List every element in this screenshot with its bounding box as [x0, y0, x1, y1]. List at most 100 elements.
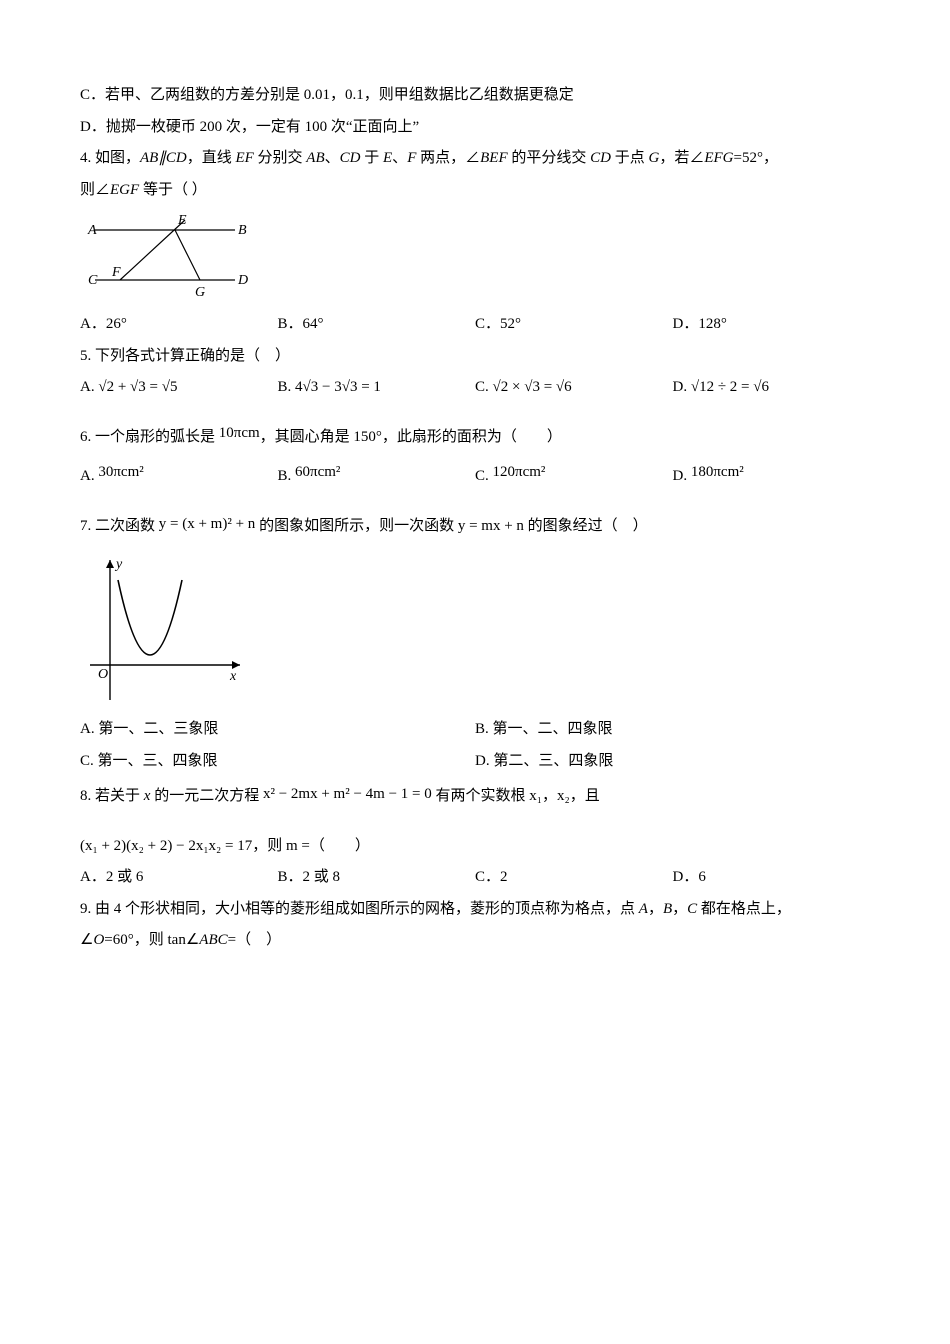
q4-opt-d: D．128°: [673, 309, 871, 341]
expr: y = (x + m)² + n: [159, 516, 256, 532]
text: ，: [672, 901, 687, 917]
text: AB∥CD: [140, 150, 187, 166]
text: BEF: [480, 150, 508, 166]
label: D.: [673, 468, 691, 484]
q7-opt-d: D. 第二、三、四象限: [475, 746, 870, 778]
q5-opt-b: B. 4√3 − 3√3 = 1: [278, 372, 476, 404]
text: 有两个实数根: [432, 788, 530, 804]
expr: y = mx + n: [458, 518, 524, 534]
text: =（ ）: [228, 932, 281, 948]
svg-text:E: E: [177, 213, 187, 228]
q6-options: A. 30πcm² B. 60πcm² C. 120πcm² D. 180πcm…: [80, 461, 870, 493]
expr: √2 + √3 = √5: [98, 379, 177, 395]
q8-stem-2: (x₁ + 2)(x₂ + 2) − 2x₁x₂ = 17，则 m =（ ）: [80, 831, 870, 863]
text: B: [663, 901, 672, 917]
q5-opt-a: A. √2 + √3 = √5: [80, 372, 278, 404]
text: ，则 m =（ ）: [252, 838, 370, 854]
expr: 120πcm²: [493, 464, 546, 480]
q5-opt-d: D. √12 ÷ 2 = √6: [673, 372, 871, 404]
expr: 4√3 − 3√3 = 1: [295, 379, 381, 395]
text: ，其圆心角是 150°，此扇形的面积为（ ）: [260, 429, 562, 445]
q7-figure: O x y: [80, 550, 250, 710]
text: 的平分线交: [508, 150, 591, 166]
q6-stem: 6. 一个扇形的弧长是 10πcm，其圆心角是 150°，此扇形的面积为（ ）: [80, 422, 870, 454]
q8-options: A．2 或 6 B．2 或 8 C．2 D．6: [80, 862, 870, 894]
label: C.: [475, 379, 493, 395]
q3-option-c: C．若甲、乙两组数的方差分别是 0.01，0.1，则甲组数据比乙组数据更稳定: [80, 80, 870, 112]
text: 于点: [611, 150, 649, 166]
text: O: [93, 932, 104, 948]
text: CD: [340, 150, 361, 166]
svg-text:A: A: [87, 223, 97, 238]
label: A.: [80, 379, 98, 395]
text: EF: [235, 150, 253, 166]
q4-figure: A B C D E F G: [80, 210, 250, 305]
expr: (x₁ + 2)(x₂ + 2) − 2x₁x₂ = 17: [80, 838, 252, 854]
text: 4. 如图，: [80, 150, 140, 166]
q4-stem: 4. 如图，AB∥CD，直线 EF 分别交 AB、CD 于 E、F 两点，∠BE…: [80, 143, 870, 175]
text: ，: [648, 901, 663, 917]
svg-text:C: C: [88, 273, 98, 288]
svg-text:y: y: [114, 557, 123, 572]
text: CD: [590, 150, 611, 166]
label: D.: [673, 379, 691, 395]
q6-opt-d: D. 180πcm²: [673, 461, 871, 493]
text: ，且: [570, 788, 600, 804]
q4-options: A．26° B．64° C．52° D．128°: [80, 309, 870, 341]
svg-text:x: x: [229, 669, 237, 684]
q6-opt-b: B. 60πcm²: [278, 461, 476, 493]
text: 于: [360, 150, 383, 166]
expr: 60πcm²: [295, 464, 340, 480]
q7-opt-a: A. 第一、二、三象限: [80, 714, 475, 746]
q7-options: A. 第一、二、三象限 B. 第一、二、四象限 C. 第一、三、四象限 D. 第…: [80, 714, 870, 777]
text: C: [687, 901, 697, 917]
expr: √2 × √3 = √6: [493, 379, 572, 395]
text: 两点，∠: [416, 150, 480, 166]
text: 、: [325, 150, 340, 166]
label: B.: [278, 468, 296, 484]
q6-opt-a: A. 30πcm²: [80, 461, 278, 493]
q7-opt-b: B. 第一、二、四象限: [475, 714, 870, 746]
text: 6. 一个扇形的弧长是: [80, 429, 219, 445]
text: EGF: [110, 182, 139, 198]
q9-stem: 9. 由 4 个形状相同，大小相等的菱形组成如图所示的网格，菱形的顶点称为格点，…: [80, 894, 870, 926]
text: 9. 由 4 个形状相同，大小相等的菱形组成如图所示的网格，菱形的顶点称为格点，…: [80, 901, 639, 917]
text: EFG: [704, 150, 733, 166]
label: A.: [80, 468, 98, 484]
text: 都在格点上，: [697, 901, 791, 917]
text: 的图象经过（ ）: [524, 518, 648, 534]
label: B.: [278, 379, 296, 395]
q6-opt-c: C. 120πcm²: [475, 461, 673, 493]
text: 7. 二次函数: [80, 518, 159, 534]
expr: x₁: [529, 788, 542, 804]
q5-options: A. √2 + √3 = √5 B. 4√3 − 3√3 = 1 C. √2 ×…: [80, 372, 870, 404]
text: 分别交: [254, 150, 307, 166]
text: 、: [392, 150, 407, 166]
expr: x₂: [557, 788, 570, 804]
q4-stem-2: 则∠EGF 等于（ ）: [80, 175, 870, 207]
text: 则∠: [80, 182, 110, 198]
expr: √12 ÷ 2 = √6: [691, 379, 769, 395]
svg-text:O: O: [98, 667, 108, 682]
q3-option-d: D．抛掷一枚硬币 200 次，一定有 100 次“正面向上”: [80, 112, 870, 144]
q7-opt-c: C. 第一、三、四象限: [80, 746, 475, 778]
q4-opt-b: B．64°: [278, 309, 476, 341]
text: =60°，则 tan∠: [104, 932, 199, 948]
svg-text:D: D: [237, 273, 248, 288]
q4-opt-c: C．52°: [475, 309, 673, 341]
expr: 180πcm²: [691, 464, 744, 480]
text: G: [649, 150, 660, 166]
q8-opt-d: D．6: [673, 862, 871, 894]
text: 的一元二次方程: [150, 788, 263, 804]
text: E: [383, 150, 392, 166]
text: F: [407, 150, 416, 166]
q7-stem: 7. 二次函数 y = (x + m)² + n 的图象如图所示，则一次函数 y…: [80, 511, 870, 543]
text: 8. 若关于: [80, 788, 144, 804]
q8-opt-c: C．2: [475, 862, 673, 894]
q8-stem: 8. 若关于 x 的一元二次方程 x² − 2mx + m² − 4m − 1 …: [80, 781, 870, 813]
q5-stem: 5. 下列各式计算正确的是（ ）: [80, 341, 870, 373]
text: 等于（ ）: [139, 182, 207, 198]
text: ，若∠: [659, 150, 704, 166]
q9-stem-2: ∠O=60°，则 tan∠ABC=（ ）: [80, 925, 870, 957]
text: ，: [542, 788, 557, 804]
